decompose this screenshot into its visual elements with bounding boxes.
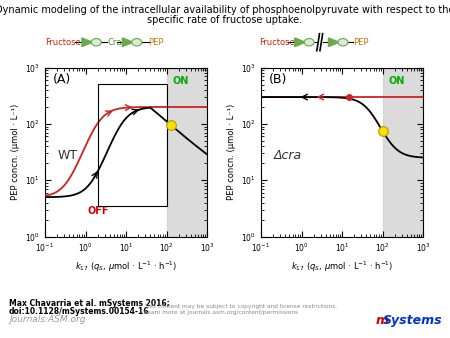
X-axis label: $k_{17}$ ($q_S$, $\mu$mol · L$^{-1}$ · h$^{-1}$): $k_{17}$ ($q_S$, $\mu$mol · L$^{-1}$ · h… (75, 260, 177, 274)
Text: ON: ON (389, 76, 405, 86)
Text: WT: WT (58, 149, 78, 162)
Text: Dynamic modeling of the intracellular availability of phosphoenolpyruvate with r: Dynamic modeling of the intracellular av… (0, 5, 450, 15)
Text: This content may be subject to copyright and license restrictions.
Learn more at: This content may be subject to copyright… (144, 304, 337, 315)
Text: Journals.ASM.org: Journals.ASM.org (9, 315, 86, 324)
Bar (382, 68, 450, 237)
Text: PEP: PEP (148, 38, 164, 47)
Text: OFF: OFF (87, 206, 108, 216)
Text: specific rate of fructose uptake.: specific rate of fructose uptake. (148, 15, 302, 25)
Text: Max Chavarria et al. mSystems 2016;: Max Chavarria et al. mSystems 2016; (9, 299, 170, 308)
Text: (A): (A) (53, 73, 72, 86)
Y-axis label: PEP concn. (μmol · L⁻¹): PEP concn. (μmol · L⁻¹) (11, 104, 20, 200)
Text: PEP: PEP (353, 38, 369, 47)
X-axis label: $k_{17}$ ($q_S$, $\mu$mol · L$^{-1}$ · h$^{-1}$): $k_{17}$ ($q_S$, $\mu$mol · L$^{-1}$ · h… (291, 260, 393, 274)
Bar (98, 84, 166, 206)
Text: Fructose: Fructose (259, 38, 294, 47)
Text: doi:10.1128/mSystems.00154-16: doi:10.1128/mSystems.00154-16 (9, 307, 149, 316)
Text: ON: ON (173, 76, 189, 86)
Text: m: m (376, 314, 389, 327)
Text: Cra: Cra (107, 38, 122, 47)
Text: (B): (B) (269, 73, 288, 86)
Text: Δcra: Δcra (274, 149, 302, 162)
Bar (166, 68, 248, 237)
Text: Fructose: Fructose (45, 38, 81, 47)
Text: Systems: Systems (383, 314, 442, 327)
Y-axis label: PEP concn. (μmol · L⁻¹): PEP concn. (μmol · L⁻¹) (227, 104, 236, 200)
